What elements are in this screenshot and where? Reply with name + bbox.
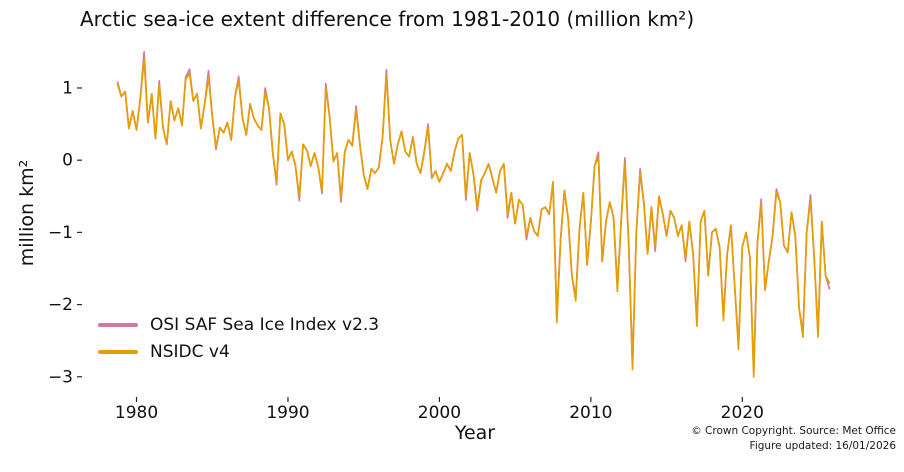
updated-text: Figure updated: 16/01/2026 (749, 440, 896, 452)
y-tick-label: −2 (48, 295, 73, 315)
x-tick-label: 2000 (418, 403, 461, 423)
legend-label-osisaf: OSI SAF Sea Ice Index v2.3 (150, 314, 380, 335)
x-tick-label: 1980 (115, 403, 158, 423)
copyright-text: © Crown Copyright. Source: Met Office (691, 425, 896, 437)
nsidc-line (116, 58, 831, 378)
legend: OSI SAF Sea Ice Index v2.3 NSIDC v4 (98, 311, 379, 365)
x-tick-label: 2010 (569, 403, 612, 423)
nsidc-line-swatch (98, 349, 138, 354)
y-tick-label: 1 (62, 78, 73, 98)
legend-item-osisaf: OSI SAF Sea Ice Index v2.3 (98, 311, 379, 338)
legend-label-nsidc: NSIDC v4 (150, 341, 230, 362)
y-tick-label: 0 (62, 151, 73, 171)
x-axis-label: Year (454, 422, 496, 444)
x-tick-label: 1990 (266, 403, 309, 423)
y-tick-label: −3 (48, 367, 73, 387)
osisaf-line-swatch (98, 322, 138, 327)
y-tick-label: −1 (48, 223, 73, 243)
figure-footer: © Crown Copyright. Source: Met Office Fi… (691, 424, 896, 454)
legend-item-nsidc: NSIDC v4 (98, 338, 379, 365)
x-tick-label: 2020 (721, 403, 764, 423)
chart-title: Arctic sea-ice extent difference from 19… (80, 7, 695, 31)
